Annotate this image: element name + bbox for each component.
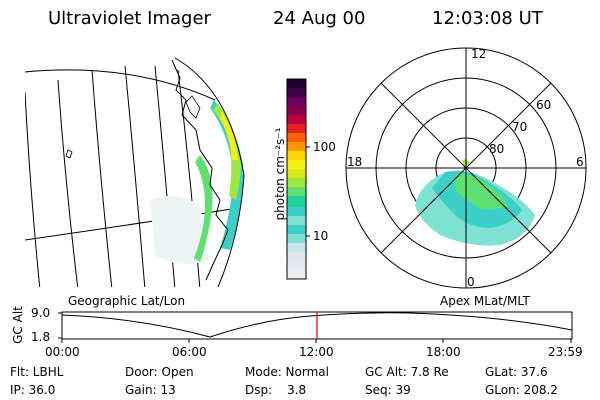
info-door: Door: Open	[125, 365, 194, 379]
mlt-label-6: 6	[576, 155, 584, 169]
timeline-xtick: 18:00	[426, 345, 461, 359]
timeline-xtick: 06:00	[172, 345, 207, 359]
geographic-map	[25, 57, 245, 287]
mlt-label-12: 12	[471, 47, 487, 61]
altitude-curve	[61, 312, 573, 338]
timeline-xtick: 12:00	[299, 345, 334, 359]
aurora-band-core	[220, 112, 238, 160]
polar-spoke	[380, 82, 552, 254]
time-label: 12:03:08 UT	[432, 8, 543, 29]
info-dsp-value: 3.8	[287, 383, 307, 397]
info-seq: Seq: 39	[365, 383, 411, 397]
info-glon: GLon: 208.2	[485, 383, 558, 397]
polar-plot	[345, 47, 587, 289]
info-gain: Gain: 13	[125, 383, 176, 397]
airglow-haze	[150, 196, 210, 264]
colorbar-tick-label: 10	[313, 229, 329, 243]
colorbar	[286, 78, 310, 280]
polar-aurora-core	[455, 174, 508, 210]
mlt-label-18: 18	[347, 155, 363, 169]
lat-label-60: 60	[536, 98, 552, 112]
info-ip: IP: 36.0	[10, 383, 56, 397]
panel-label-apex: Apex MLat/MLT	[440, 294, 530, 308]
info-glat: GLat: 37.6	[485, 365, 548, 379]
lat-label-80: 80	[489, 142, 505, 156]
coastline-island	[65, 149, 73, 159]
timeline-ytick: 9.0	[31, 306, 51, 320]
longitude-line	[91, 69, 113, 287]
latitude-line	[25, 69, 216, 101]
mlt-label-0: 0	[467, 275, 475, 289]
colorbar-tick-label: 100	[313, 140, 336, 154]
info-gc-alt: GC Alt: 7.8 Re	[365, 365, 449, 379]
date-label: 24 Aug 00	[273, 8, 366, 29]
timeline-ylabel: GC Alt	[11, 306, 25, 344]
timeline-xtick: 23:59	[548, 345, 583, 359]
info-dsp-label: Dsp:	[245, 383, 273, 397]
info-filter: Flt: LBHL	[10, 365, 64, 379]
lat-label-70: 70	[512, 120, 528, 134]
earth-limb	[174, 57, 245, 287]
coastline-island	[185, 95, 201, 119]
timeline-ytick: 1.8	[31, 330, 51, 344]
colorbar-unit: photon cm⁻²s⁻¹	[273, 127, 287, 221]
longitude-line	[25, 91, 41, 287]
longitude-line	[57, 79, 79, 287]
panel-label-geographic: Geographic Lat/Lon	[68, 294, 186, 308]
info-mode: Mode: Normal	[245, 365, 329, 379]
timeline-xtick: 00:00	[45, 345, 80, 359]
coastline	[171, 59, 229, 281]
longitude-line	[124, 65, 146, 287]
aurora-band-inner	[194, 155, 213, 262]
instrument-title: Ultraviolet Imager	[48, 8, 211, 29]
aurora-band-mid	[213, 104, 241, 200]
altitude-timeline	[58, 311, 573, 343]
colorbar-frame	[286, 78, 307, 280]
